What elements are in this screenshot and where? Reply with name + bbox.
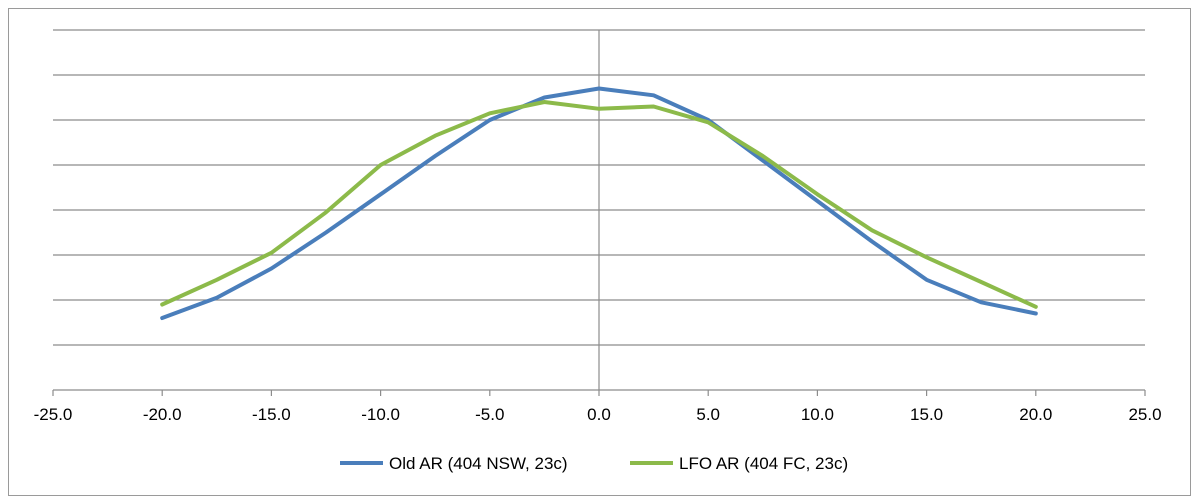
legend-label-1: Old AR (404 NSW, 23c) <box>389 454 568 473</box>
x-tick-label: 25.0 <box>1128 405 1161 424</box>
x-tick-label: 5.0 <box>696 405 720 424</box>
x-tick-label: -10.0 <box>361 405 400 424</box>
series-lines <box>160 86 1038 320</box>
axes <box>52 30 1146 396</box>
x-tick-labels: -25.0 -20.0 -15.0 -10.0 -5.0 0.0 5.0 10.0 15.0 20… <box>34 405 1162 424</box>
x-tick-label: 0.0 <box>587 405 611 424</box>
x-tick-label: 20.0 <box>1019 405 1052 424</box>
x-tick-label: 10.0 <box>801 405 834 424</box>
legend-label-2: LFO AR (404 FC, 23c) <box>679 454 848 473</box>
x-tick-label: -25.0 <box>34 405 73 424</box>
x-tick-label: -15.0 <box>252 405 291 424</box>
x-tick-label: 15.0 <box>910 405 943 424</box>
x-tick-label: -5.0 <box>475 405 504 424</box>
x-tick-label: -20.0 <box>143 405 182 424</box>
legend: Old AR (404 NSW, 23c) LFO AR (404 FC, 23c… <box>340 454 848 473</box>
